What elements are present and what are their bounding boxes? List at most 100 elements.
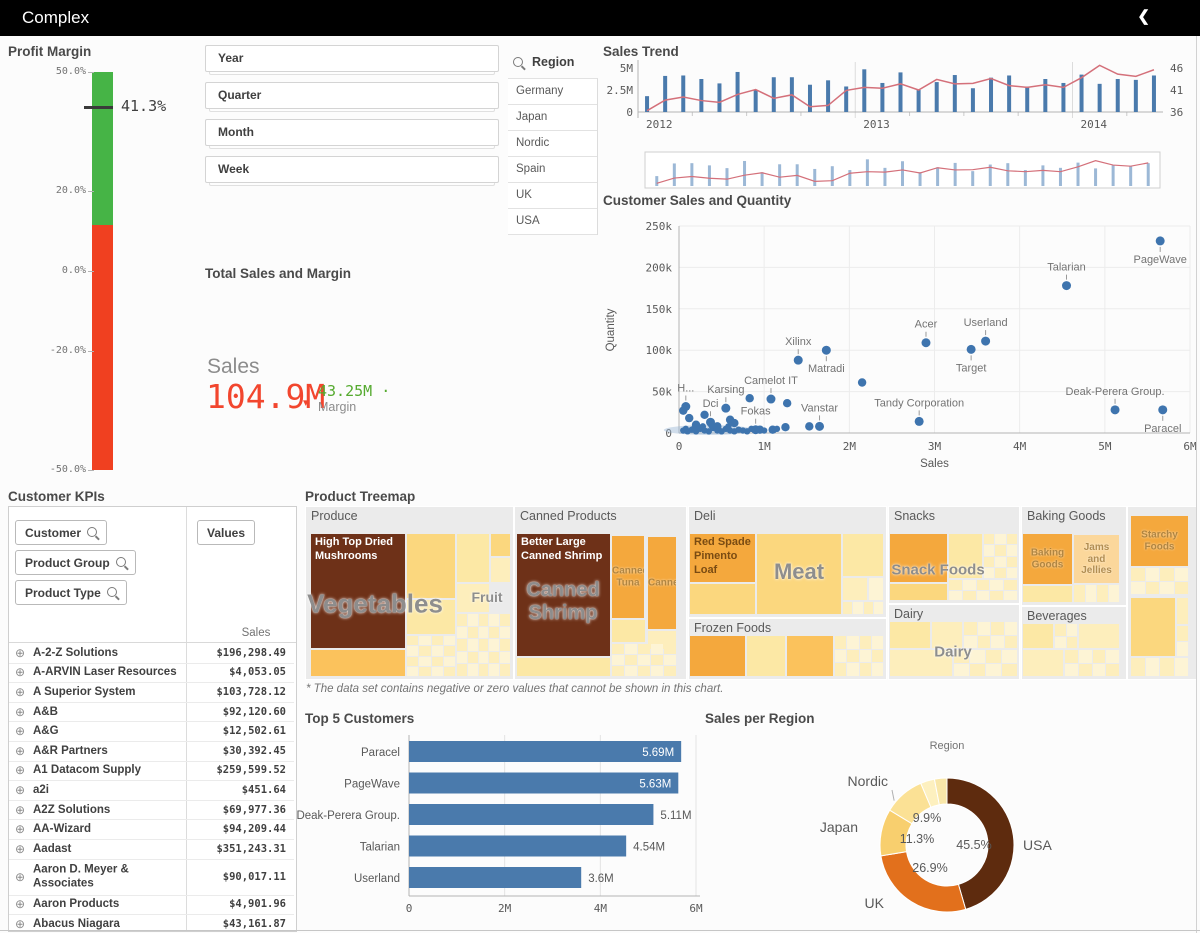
trend-bar[interactable] bbox=[1079, 74, 1084, 112]
expand-plus-icon[interactable]: ⊕ bbox=[15, 763, 26, 778]
sales-column-header[interactable]: Sales bbox=[241, 627, 271, 639]
treemap-cell[interactable] bbox=[890, 622, 930, 648]
treemap-cell[interactable] bbox=[977, 622, 990, 635]
treemap-cell[interactable] bbox=[835, 663, 847, 676]
treemap-cell[interactable] bbox=[638, 644, 650, 654]
treemap-cell[interactable] bbox=[1108, 585, 1119, 602]
trend-bar[interactable] bbox=[989, 77, 994, 112]
scatter-point[interactable] bbox=[713, 422, 722, 431]
table-row[interactable]: ⊕ A-ARVIN Laser Resources $4,053.05 bbox=[9, 663, 294, 684]
scatter-point-Deak-Perera Group.[interactable] bbox=[1110, 405, 1120, 415]
treemap-cell[interactable] bbox=[977, 635, 990, 648]
treemap-cell[interactable] bbox=[835, 636, 847, 649]
treemap-cell[interactable] bbox=[612, 620, 645, 642]
scatter-point-Paracel[interactable] bbox=[1158, 405, 1168, 415]
treemap-cell[interactable] bbox=[949, 590, 962, 600]
treemap-cell[interactable] bbox=[457, 639, 467, 651]
region-item-uk[interactable]: UK bbox=[508, 183, 597, 209]
scatter-point-Karsing[interactable] bbox=[721, 403, 731, 413]
scatter-point[interactable] bbox=[781, 423, 790, 432]
treemap-cell[interactable] bbox=[1004, 580, 1017, 590]
treemap-cell[interactable]: Starchy Foods bbox=[1131, 516, 1188, 566]
treemap-cell[interactable] bbox=[1174, 581, 1188, 594]
treemap-cell[interactable] bbox=[407, 666, 419, 676]
scatter-point[interactable] bbox=[682, 425, 690, 433]
treemap-cell[interactable] bbox=[407, 646, 419, 656]
treemap-cell[interactable] bbox=[443, 666, 455, 676]
trend-bar[interactable] bbox=[645, 96, 650, 112]
treemap-cell[interactable] bbox=[1004, 622, 1017, 635]
values-button[interactable]: Values bbox=[197, 520, 256, 545]
treemap-cell[interactable] bbox=[478, 651, 489, 664]
treemap-cell[interactable] bbox=[949, 580, 962, 590]
treemap-cell[interactable] bbox=[500, 614, 510, 626]
treemap-cell[interactable] bbox=[1002, 663, 1017, 676]
treemap-cell[interactable] bbox=[1174, 658, 1188, 676]
trend-bar[interactable] bbox=[699, 79, 704, 112]
treemap-cell[interactable] bbox=[970, 663, 985, 676]
treemap-cell[interactable] bbox=[847, 649, 859, 663]
treemap-cell[interactable] bbox=[1174, 568, 1188, 581]
region-item-germany[interactable]: Germany bbox=[508, 79, 597, 105]
treemap-cell[interactable] bbox=[1097, 585, 1108, 602]
treemap-cell[interactable] bbox=[443, 636, 455, 646]
top5-bar-Talarian[interactable] bbox=[409, 835, 627, 857]
treemap-cell[interactable] bbox=[1055, 624, 1066, 636]
scatter-point-Tandy Corporation[interactable] bbox=[914, 416, 924, 426]
filter-quarter[interactable]: Quarter bbox=[205, 82, 499, 112]
table-row[interactable]: ⊕ A-2-Z Solutions $196,298.49 bbox=[9, 643, 294, 664]
treemap-cell[interactable] bbox=[1006, 545, 1017, 556]
trend-bar[interactable] bbox=[753, 90, 758, 112]
treemap-cell[interactable]: Jams and Jellies bbox=[1074, 535, 1119, 583]
expand-plus-icon[interactable]: ⊕ bbox=[15, 684, 26, 699]
search-icon[interactable] bbox=[513, 57, 523, 67]
treemap-cell[interactable] bbox=[489, 626, 500, 639]
table-row[interactable]: ⊕ A&R Partners $30,392.45 bbox=[9, 741, 294, 762]
table-row[interactable]: ⊕ Aaron D. Meyer & Associates $90,017.11 bbox=[9, 859, 294, 896]
dimension-button-customer[interactable]: Customer bbox=[15, 520, 108, 545]
treemap-cell[interactable] bbox=[612, 655, 624, 665]
treemap-cell[interactable] bbox=[500, 664, 510, 676]
dimension-button-product-type[interactable]: Product Type bbox=[15, 580, 127, 605]
treemap-cell[interactable] bbox=[995, 556, 1006, 567]
table-row[interactable]: ⊕ A&B $92,120.60 bbox=[9, 702, 294, 723]
treemap-cell[interactable] bbox=[1065, 663, 1078, 676]
scatter-point[interactable] bbox=[782, 398, 792, 408]
treemap-cell[interactable] bbox=[991, 635, 1004, 648]
treemap-cell[interactable] bbox=[1160, 658, 1174, 676]
table-row[interactable]: ⊕ Aaron Products $4,901.96 bbox=[9, 895, 294, 916]
scatter-point-PageWave[interactable] bbox=[1155, 236, 1165, 246]
trend-bar[interactable] bbox=[663, 75, 668, 112]
trend-bar[interactable] bbox=[952, 75, 957, 112]
scatter-point[interactable] bbox=[699, 423, 707, 430]
treemap-cell[interactable] bbox=[625, 666, 637, 676]
treemap-cell[interactable] bbox=[457, 614, 467, 626]
scatter-point-Vanstar[interactable] bbox=[815, 421, 825, 431]
expand-plus-icon[interactable]: ⊕ bbox=[15, 841, 26, 856]
treemap-cell[interactable] bbox=[986, 663, 1001, 676]
scatter-point-H...[interactable] bbox=[681, 402, 691, 412]
treemap-cell[interactable] bbox=[690, 584, 755, 614]
trend-bar[interactable] bbox=[1007, 75, 1012, 112]
treemap-cell[interactable] bbox=[1106, 650, 1119, 663]
search-icon[interactable] bbox=[106, 587, 117, 597]
treemap-cell[interactable] bbox=[419, 646, 431, 656]
treemap-cell[interactable] bbox=[976, 590, 990, 600]
treemap-cell[interactable] bbox=[457, 584, 489, 612]
treemap-cell[interactable] bbox=[491, 534, 510, 556]
scatter-point[interactable] bbox=[700, 410, 709, 419]
treemap-cell[interactable] bbox=[457, 626, 467, 639]
trend-bar[interactable] bbox=[916, 90, 921, 112]
table-row[interactable]: ⊕ A2Z Solutions $69,977.36 bbox=[9, 800, 294, 821]
scatter-point-Fokas[interactable] bbox=[751, 425, 761, 435]
treemap-cell[interactable] bbox=[890, 534, 947, 582]
top5-bar-Deak-Perera Group.[interactable] bbox=[409, 804, 654, 825]
treemap-cell[interactable] bbox=[1106, 663, 1119, 676]
scatter-point[interactable] bbox=[730, 418, 739, 428]
scatter-point[interactable] bbox=[805, 422, 814, 431]
treemap-cell[interactable] bbox=[500, 639, 510, 651]
filter-month[interactable]: Month bbox=[205, 119, 499, 149]
treemap-cell[interactable] bbox=[478, 664, 489, 676]
treemap-cell[interactable] bbox=[932, 622, 962, 648]
treemap-cell[interactable] bbox=[1145, 568, 1159, 581]
